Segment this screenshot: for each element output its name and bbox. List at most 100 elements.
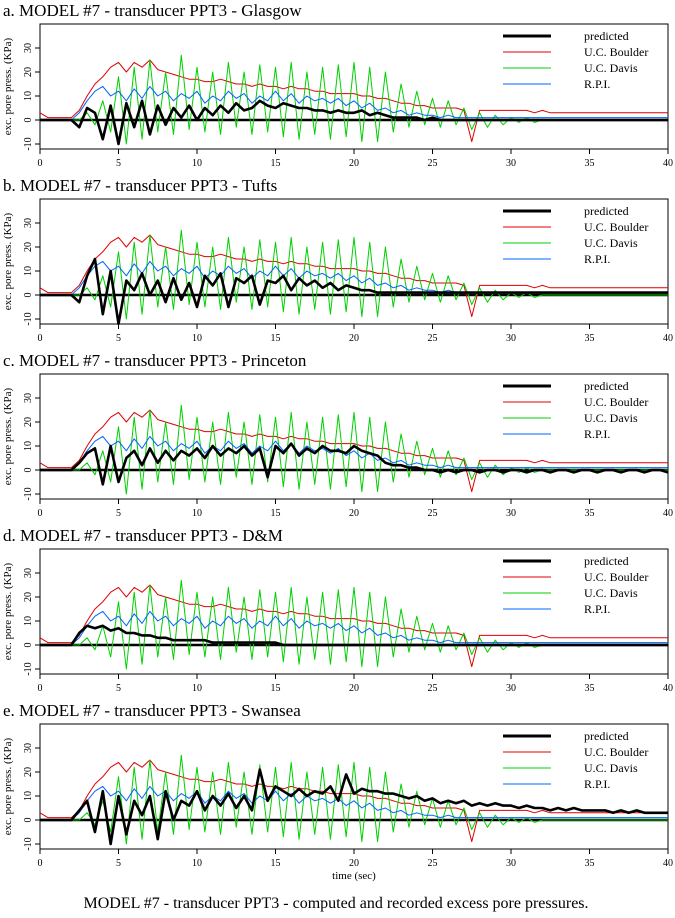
chart-title: c. MODEL #7 - transducer PPT3 - Princeto… [3, 351, 307, 370]
x-tick-label: 20 [349, 858, 359, 869]
plot-frame [39, 723, 669, 850]
legend-label: U.C. Davis [584, 61, 638, 75]
x-tick-label: 30 [506, 683, 516, 694]
panel: e. MODEL #7 - transducer PPT3 - Swansea e… [2, 701, 673, 882]
x-tick-label: 10 [192, 683, 202, 694]
plot-frame [39, 198, 669, 325]
y-tick-label: 10 [23, 791, 34, 801]
x-tick-label: 10 [192, 858, 202, 869]
legend-label: U.C. Boulder [584, 745, 648, 759]
x-tick-label: 15 [271, 333, 281, 344]
series-line [40, 229, 668, 320]
y-axis-label: exc. pore press. (KPa) [2, 212, 14, 310]
x-tick-label: 5 [116, 683, 121, 694]
x-tick-label: 15 [271, 158, 281, 169]
x-tick-label: 20 [349, 333, 359, 344]
x-tick-label: 35 [585, 858, 595, 869]
series-line [40, 785, 668, 821]
x-tick-label: 5 [116, 508, 121, 519]
series-line [40, 85, 668, 121]
series-line [40, 54, 668, 145]
legend-label: R.P.I. [584, 602, 610, 616]
series-line [40, 442, 669, 486]
x-tick-label: 30 [506, 333, 516, 344]
y-tick-label: -10 [23, 662, 34, 675]
series-line [40, 610, 668, 646]
y-tick-label: 30 [23, 218, 34, 228]
y-tick-label: 20 [23, 242, 34, 252]
x-tick-label: 0 [38, 333, 43, 344]
y-tick-label: 0 [23, 643, 34, 648]
plot-frame [39, 373, 669, 500]
legend-label: U.C. Boulder [584, 45, 648, 59]
y-tick-label: -10 [23, 312, 34, 325]
legend-label: U.C. Boulder [584, 570, 648, 584]
x-tick-label: 30 [506, 858, 516, 869]
chart-title: e. MODEL #7 - transducer PPT3 - Swansea [3, 701, 301, 720]
x-tick-label: 40 [663, 858, 673, 869]
legend-label: R.P.I. [584, 252, 610, 266]
series-line [40, 754, 668, 845]
y-tick-label: 0 [23, 818, 34, 823]
x-tick-label: 25 [428, 508, 438, 519]
legend-label: predicted [584, 29, 629, 43]
x-tick-label: 0 [38, 858, 43, 869]
x-tick-label: 0 [38, 158, 43, 169]
legend-label: predicted [584, 554, 629, 568]
y-tick-label: 10 [23, 266, 34, 276]
y-tick-label: -10 [23, 137, 34, 150]
legend-label: R.P.I. [584, 777, 610, 791]
plot-frame [39, 23, 669, 150]
y-tick-label: 20 [23, 767, 34, 777]
y-tick-label: 20 [23, 417, 34, 427]
y-tick-label: 30 [23, 393, 34, 403]
x-tick-label: 35 [585, 158, 595, 169]
x-tick-label: 5 [116, 333, 121, 344]
legend-label: R.P.I. [584, 77, 610, 91]
series-line [39, 409, 668, 493]
y-axis-label: exc. pore press. (KPa) [2, 737, 14, 835]
series-line [40, 435, 668, 471]
x-tick-label: 20 [349, 683, 359, 694]
chart-title: a. MODEL #7 - transducer PPT3 - Glasgow [3, 1, 302, 20]
x-tick-label: 15 [271, 683, 281, 694]
series-line [39, 584, 668, 668]
panel: b. MODEL #7 - transducer PPT3 - Tufts exc… [2, 176, 673, 344]
y-axis-label: exc. pore press. (KPa) [2, 562, 14, 660]
x-tick-label: 40 [663, 158, 673, 169]
panel: a. MODEL #7 - transducer PPT3 - Glasgow e… [2, 1, 673, 169]
x-tick-label: 30 [506, 158, 516, 169]
x-tick-label: 10 [192, 158, 202, 169]
y-tick-label: 30 [23, 43, 34, 53]
y-tick-label: -10 [23, 837, 34, 850]
y-axis-label: exc. pore press. (KPa) [2, 37, 14, 135]
series-line [40, 257, 668, 326]
y-axis-label: exc. pore press. (KPa) [2, 387, 14, 485]
x-tick-label: 25 [428, 858, 438, 869]
plot-frame [39, 548, 669, 675]
legend-label: U.C. Davis [584, 411, 638, 425]
x-tick-label: 10 [192, 333, 202, 344]
y-tick-label: 10 [23, 616, 34, 626]
legend-label: predicted [584, 204, 629, 218]
x-tick-label: 20 [349, 508, 359, 519]
x-tick-label: 30 [506, 508, 516, 519]
x-tick-label: 25 [428, 333, 438, 344]
series-line [40, 99, 668, 146]
x-tick-label: 35 [585, 683, 595, 694]
panel: d. MODEL #7 - transducer PPT3 - D&M exc. … [2, 526, 673, 694]
y-tick-label: 30 [23, 743, 34, 753]
series-line [39, 59, 668, 143]
legend-label: U.C. Boulder [584, 395, 648, 409]
y-tick-label: 20 [23, 67, 34, 77]
y-tick-label: 20 [23, 592, 34, 602]
legend-label: U.C. Davis [584, 236, 638, 250]
x-tick-label: 0 [38, 683, 43, 694]
x-tick-label: 15 [271, 858, 281, 869]
chart-title: b. MODEL #7 - transducer PPT3 - Tufts [3, 176, 277, 195]
y-tick-label: 30 [23, 568, 34, 578]
panel: c. MODEL #7 - transducer PPT3 - Princeto… [2, 351, 673, 519]
y-tick-label: 0 [23, 118, 34, 123]
x-tick-label: 15 [271, 508, 281, 519]
